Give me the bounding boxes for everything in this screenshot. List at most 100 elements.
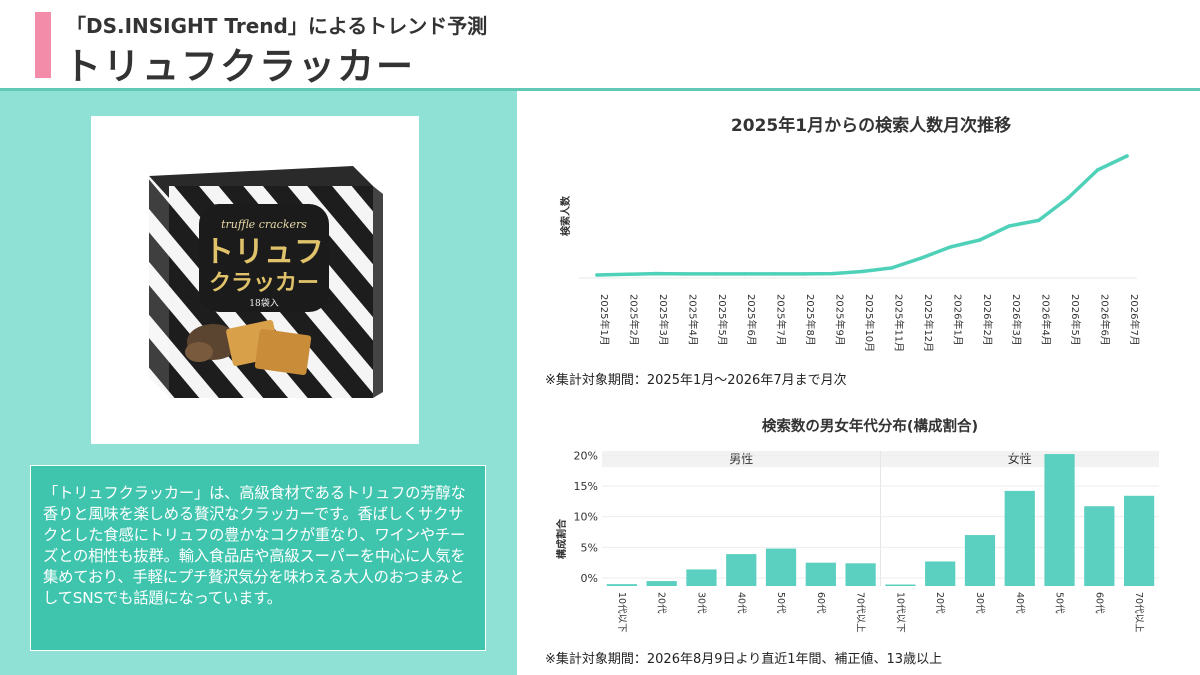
line-chart-x-tick-label: 2026年6月 xyxy=(1099,294,1112,346)
bar-female xyxy=(885,584,916,586)
header-divider xyxy=(0,88,1200,91)
bar-x-tick-label: 10代以下 xyxy=(616,592,627,633)
line-chart-x-tick-label: 2026年2月 xyxy=(981,294,994,346)
left-panel: truffle crackers トリュフ クラッカー 18袋入 「トリュフクラ… xyxy=(0,91,517,675)
bar-x-tick-label: 50代 xyxy=(1054,592,1065,614)
accent-bar xyxy=(35,12,51,78)
header: 「DS.INSIGHT Trend」によるトレンド予測 トリュフクラッカー xyxy=(0,0,1200,88)
bar-x-tick-label: 50代 xyxy=(775,592,786,614)
line-chart-x-tick-label: 2025年10月 xyxy=(863,294,876,352)
product-image: truffle crackers トリュフ クラッカー 18袋入 xyxy=(149,166,383,398)
bar-male xyxy=(765,548,797,586)
line-chart-title: 2025年1月からの検索人数月次推移 xyxy=(731,115,1011,136)
bar-y-tick-label: 15% xyxy=(574,480,598,493)
bar-female xyxy=(964,535,996,586)
page-subtitle: 「DS.INSIGHT Trend」によるトレンド予測 xyxy=(66,14,488,38)
line-chart-x-tick-label: 2025年5月 xyxy=(716,294,729,346)
bar-female xyxy=(925,561,956,586)
line-chart-point xyxy=(919,256,923,260)
bar-facet-label: 男性 xyxy=(729,452,753,466)
bar-female xyxy=(1084,506,1115,586)
bar-chart: 検索数の男女年代分布(構成割合) 構成割合 男性 女性 0% 5% 10% 15% 20%… xyxy=(555,417,1159,633)
truffle-shape xyxy=(185,342,213,362)
line-chart-point xyxy=(1095,168,1100,172)
bar-x-tick-label: 60代 xyxy=(1093,592,1104,614)
bar-chart-note: ※集計対象期間：2026年8月9日より直近1年間、補正値、13歳以上 xyxy=(545,652,943,667)
line-chart-x-tick-label: 2025年3月 xyxy=(657,294,670,346)
bar-x-tick-label: 70代以上 xyxy=(1133,592,1144,633)
package-script-text: truffle crackers xyxy=(221,218,307,231)
bar-y-tick-label: 20% xyxy=(574,449,598,462)
line-chart-point xyxy=(948,245,953,249)
line-chart-x-tick-label: 2025年12月 xyxy=(922,294,935,352)
line-chart-point xyxy=(977,238,982,242)
line-chart: 2025年1月からの検索人数月次推移 検索人数 2025年1月 2025年2月 20… xyxy=(559,115,1141,352)
bar-male xyxy=(845,563,876,586)
bar-male xyxy=(686,569,717,586)
line-chart-point xyxy=(889,266,894,270)
bar-x-tick-label: 20代 xyxy=(656,592,667,614)
line-chart-point xyxy=(624,272,629,277)
line-chart-point xyxy=(830,271,835,276)
product-image-frame: truffle crackers トリュフ クラッカー 18袋入 xyxy=(91,116,419,444)
bar-y-tick-label: 5% xyxy=(581,541,598,554)
line-chart-x-tick-label: 2025年11月 xyxy=(892,294,905,352)
label-panel xyxy=(199,204,329,312)
bar-male xyxy=(726,554,757,586)
bar-male xyxy=(805,562,836,586)
box-left-side xyxy=(149,176,169,396)
bar-x-tick-label: 10代以下 xyxy=(894,592,905,633)
bar-x-tick-label: 40代 xyxy=(1014,592,1025,614)
line-chart-point xyxy=(654,271,658,276)
line-chart-point xyxy=(712,272,717,276)
package-name-line1: トリュフ xyxy=(204,235,324,270)
line-chart-point xyxy=(1125,154,1129,158)
box-right-side xyxy=(373,186,383,398)
line-chart-x-tick-label: 2025年7月 xyxy=(775,294,788,346)
line-chart-x-tick-label: 2026年1月 xyxy=(951,294,964,346)
line-chart-x-tick-label: 2025年1月 xyxy=(598,294,611,346)
line-chart-point xyxy=(1007,224,1012,228)
package-count: 18袋入 xyxy=(249,297,278,309)
line-chart-point xyxy=(801,272,805,276)
line-chart-x-tick-label: 2026年7月 xyxy=(1128,294,1141,346)
bar-x-tick-label: 20代 xyxy=(934,592,945,614)
bar-female xyxy=(1004,490,1035,586)
line-chart-x-tick-label: 2025年4月 xyxy=(686,294,699,346)
bar-male xyxy=(606,584,638,586)
page-title: トリュフクラッカー xyxy=(64,45,415,88)
line-chart-y-label: 検索人数 xyxy=(559,195,572,236)
line-chart-x-tick-label: 2025年2月 xyxy=(627,294,640,346)
bar-x-tick-label: 40代 xyxy=(735,592,746,614)
description-text: 「トリュフクラッカー」は、高級食材であるトリュフの芳醇な香りと風味を楽しめる贅沢… xyxy=(43,484,466,607)
line-chart-point xyxy=(860,269,864,274)
line-chart-note: ※集計対象期間：2025年1月～2026年7月まで月次 xyxy=(545,373,847,388)
bar-x-tick-label: 30代 xyxy=(695,592,706,614)
line-chart-series xyxy=(595,154,1129,277)
bar-chart-y-label: 構成割合 xyxy=(555,518,568,559)
bar-x-tick-label: 30代 xyxy=(974,592,985,614)
package-name-line2: クラッカー xyxy=(209,271,319,296)
line-chart-x-tick-label: 2026年4月 xyxy=(1040,294,1053,346)
line-chart-point xyxy=(742,272,747,276)
bar-female xyxy=(1044,454,1075,586)
line-chart-point xyxy=(1066,196,1070,200)
line-chart-point xyxy=(683,272,688,276)
bar-chart-title: 検索数の男女年代分布(構成割合) xyxy=(762,417,978,435)
cracker-shape xyxy=(254,328,312,376)
line-chart-x-tick-label: 2025年8月 xyxy=(804,294,817,346)
line-chart-point xyxy=(595,273,599,277)
bar-facet-label: 女性 xyxy=(1008,451,1032,466)
line-chart-point xyxy=(771,272,776,276)
line-chart-x-tick-label: 2026年3月 xyxy=(1010,294,1023,346)
description-box: 「トリュフクラッカー」は、高級食材であるトリュフの芳醇な香りと風味を楽しめる贅沢… xyxy=(30,465,486,651)
bar-male xyxy=(646,581,677,586)
line-chart-x-tick-label: 2025年9月 xyxy=(834,294,847,346)
bar-x-tick-label: 60代 xyxy=(815,592,826,614)
bar-female xyxy=(1123,495,1155,586)
bar-y-tick-label: 0% xyxy=(581,572,598,585)
line-chart-x-tick-label: 2026年5月 xyxy=(1069,294,1082,346)
line-chart-point xyxy=(1036,218,1041,223)
line-chart-x-tick-label: 2025年6月 xyxy=(745,294,758,346)
right-panel: 2025年1月からの検索人数月次推移 検索人数 2025年1月 2025年2月 20… xyxy=(517,91,1200,675)
